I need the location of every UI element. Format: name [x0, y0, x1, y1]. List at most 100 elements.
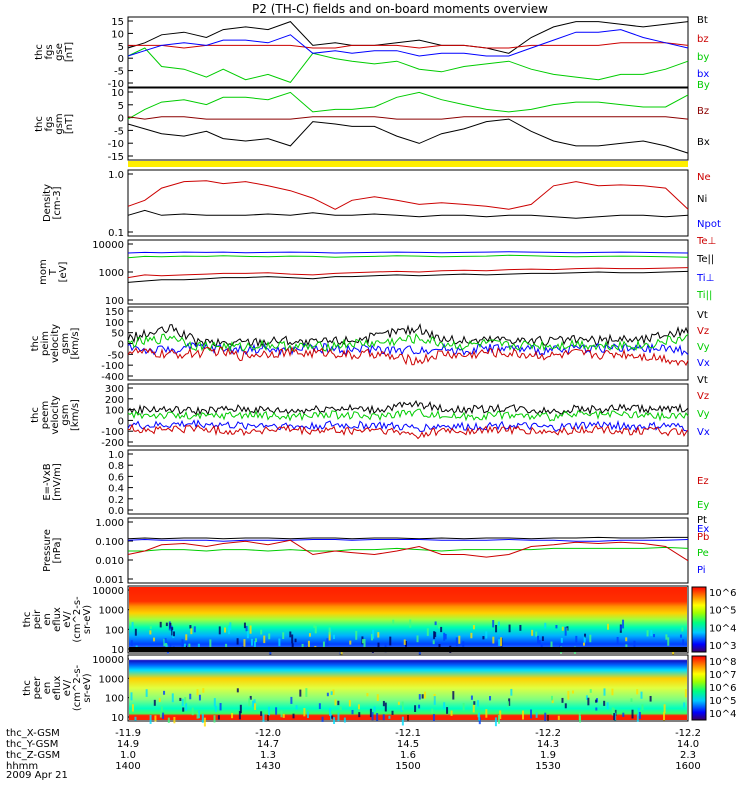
- spectrogram-pixel: [171, 693, 174, 703]
- spectrogram-pixel: [663, 712, 666, 721]
- spectrogram-pixel: [681, 627, 684, 632]
- spectrogram-pixel: [246, 631, 249, 639]
- y-axis-label: [nPa]: [52, 537, 63, 563]
- spectrogram-pixel: [243, 639, 246, 647]
- legend-entry: Te||: [696, 254, 714, 265]
- panel-frame: [127, 383, 689, 447]
- series-Vy: [127, 408, 689, 422]
- spectrogram-pixel: [583, 636, 586, 643]
- spectrogram-pixel: [482, 636, 485, 640]
- y-tick-label: 1.0: [108, 170, 124, 181]
- spectrogram-pixel: [426, 628, 429, 636]
- y-axis-label: eV/: [62, 611, 73, 628]
- y-tick-label: 100: [105, 625, 124, 636]
- y-tick-label: 300: [105, 384, 124, 395]
- spectrogram-pixel: [193, 626, 196, 633]
- spectrogram-pixel: [498, 639, 501, 646]
- spectrogram-pixel: [372, 629, 375, 639]
- spectrogram-pixel: [313, 623, 316, 628]
- y-tick-label: 10000: [92, 240, 124, 251]
- spectrogram-pixel: [631, 709, 634, 719]
- y-axis-label: eflux: [52, 607, 63, 632]
- spectrogram-pixel: [401, 716, 404, 726]
- spectrogram-pixel: [636, 689, 639, 695]
- spectrogram-pixel: [131, 704, 134, 712]
- series-Vx: [127, 419, 689, 432]
- spectrogram-pixel: [373, 706, 376, 713]
- spectrogram-pixel: [292, 713, 295, 719]
- panel-density: Density [cm-3] 1.0 0.1 Ne Ni Npot: [42, 169, 721, 239]
- spectrogram-pixel: [185, 702, 188, 711]
- y-tick-label: 0.010: [95, 556, 124, 567]
- spectrogram-pixel: [377, 632, 380, 638]
- series-Te⊥: [127, 267, 689, 279]
- spectrogram-pixel: [201, 713, 204, 723]
- x-tick-label: 14.9: [117, 739, 139, 750]
- y-axis-label: gsm: [60, 333, 71, 354]
- spectrogram-pixel: [497, 714, 500, 724]
- y-tick-label: -5: [114, 67, 124, 78]
- x-tick-label: 1600: [675, 761, 700, 772]
- spectrogram-pixel: [508, 698, 511, 706]
- spectrogram-pixel: [508, 624, 511, 633]
- spectrogram-pixel: [443, 632, 446, 641]
- legend-entry: Te⊥: [696, 236, 716, 247]
- series-Bx: [127, 118, 689, 154]
- spectrogram-pixel: [384, 702, 387, 712]
- legend-entry: by: [697, 52, 709, 63]
- spectrogram-pixel: [578, 712, 581, 721]
- series-bz: [128, 42, 689, 49]
- spectrogram-pixel: [295, 705, 298, 710]
- spectrogram-pixel: [299, 689, 302, 697]
- spectrogram-pixel: [185, 634, 188, 641]
- spectrogram-pixel: [683, 702, 686, 708]
- y-tick-label: -200: [101, 438, 124, 449]
- spectrogram-pixel: [282, 713, 285, 718]
- spectrogram-pixel: [343, 717, 346, 723]
- colorbar-label: 10^4: [709, 623, 736, 634]
- series-Pe: [128, 546, 689, 552]
- series-Vy: [127, 333, 689, 353]
- spectrogram-pixel: [470, 632, 473, 639]
- spectrogram-pixel: [589, 634, 592, 643]
- spectrogram-pixel: [489, 696, 492, 701]
- spectrogram-pixel: [665, 634, 668, 640]
- spectrogram-pixel: [318, 703, 321, 710]
- y-tick-label: 1000: [99, 606, 124, 617]
- y-tick-label: 0.8: [108, 461, 124, 472]
- spectrogram-pixel: [218, 626, 221, 635]
- panel-peir-en-eflux: thc peir en eflux eV/(cm^2-s-sr-eV) 10000 1000…: [22, 585, 736, 656]
- spectrogram-pixel: [389, 636, 392, 646]
- spectrogram-pixel: [625, 637, 628, 642]
- y-tick-label: 0.4: [108, 484, 124, 495]
- panel-frame: [127, 87, 689, 161]
- spectrogram: [129, 587, 687, 652]
- spectrogram-pixel: [332, 689, 335, 696]
- spectrogram-pixel: [584, 633, 587, 639]
- spectrogram-pixel: [561, 626, 564, 631]
- spectrogram-pixel: [421, 694, 424, 699]
- y-tick-label: 100: [105, 296, 124, 307]
- x-tick-label: 1530: [535, 761, 560, 772]
- spectrogram-pixel: [254, 638, 257, 643]
- spectrogram-pixel: [355, 630, 358, 640]
- spectrogram-pixel: [349, 640, 352, 645]
- y-axis-label: (cm^2-s-: [72, 596, 83, 643]
- y-axis-label: gse: [54, 43, 65, 61]
- panel-mom-temp: mom T [eV] 10000 1000 100 Te⊥ Te|| Ti⊥ Ti||: [38, 236, 716, 307]
- spectrogram-pixel: [537, 635, 540, 644]
- y-tick-label: 0.0: [108, 506, 124, 517]
- y-axis-label: sr-eV): [82, 673, 93, 702]
- y-axis-label: thc: [30, 407, 41, 423]
- spectrogram-pixel: [613, 708, 616, 715]
- spectrogram-pixel: [684, 688, 687, 698]
- spectrogram-pixel: [217, 715, 220, 720]
- x-tick-label: 14.7: [257, 739, 279, 750]
- y-tick-label: 100: [105, 694, 124, 705]
- legend-entry: Ti⊥: [696, 273, 714, 284]
- spectrogram-pixel: [238, 711, 241, 720]
- spectrogram-pixel: [253, 641, 256, 650]
- spectrogram-pixel: [432, 714, 435, 722]
- y-tick-label: 100: [105, 406, 124, 417]
- spectrogram-pixel: [418, 704, 421, 709]
